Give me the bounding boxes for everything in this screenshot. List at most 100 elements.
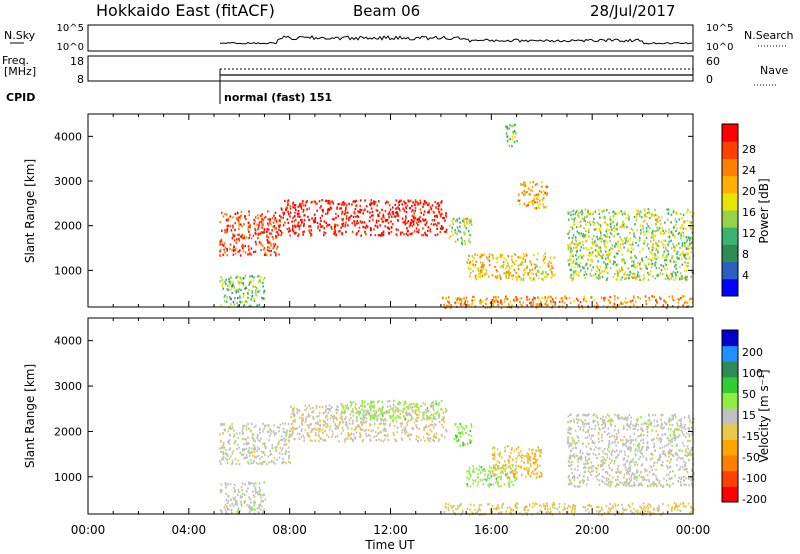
power-cell — [438, 210, 440, 213]
vel-cell — [687, 439, 689, 443]
vel-cell — [627, 470, 630, 474]
power-cell — [260, 214, 263, 217]
power-cell — [637, 296, 639, 299]
power-cell — [645, 255, 648, 259]
power-cell — [586, 267, 589, 270]
vel-cell — [478, 513, 481, 516]
power-cell — [570, 258, 573, 261]
power-cell — [613, 255, 616, 258]
vel-cell — [669, 450, 671, 453]
power-cell — [342, 222, 345, 225]
power-cell — [434, 222, 437, 225]
vel-cell — [627, 447, 629, 450]
vel-cell — [590, 461, 593, 464]
vel-cell — [626, 472, 628, 475]
vel-cell — [445, 407, 447, 411]
power-cell — [612, 220, 615, 224]
power-cell — [464, 231, 466, 234]
vel-cell — [630, 441, 632, 444]
power-cell — [437, 208, 440, 211]
power-cell — [345, 203, 348, 207]
power-cell — [451, 226, 453, 229]
vel-cell — [607, 427, 610, 430]
vel-cell — [479, 471, 482, 474]
power-cell — [552, 305, 554, 308]
vel-cell — [606, 448, 609, 451]
vel-cell — [368, 414, 371, 417]
power-ylabel: Slant Range [km] — [23, 159, 37, 263]
power-cell — [292, 217, 294, 220]
power-cell — [546, 192, 548, 195]
power-cell — [300, 207, 303, 210]
power-cell — [682, 235, 685, 238]
vel-cell — [658, 437, 661, 440]
power-cell — [295, 208, 297, 211]
power-cell — [529, 270, 532, 273]
vel-cell — [672, 454, 675, 458]
power-cell — [668, 240, 671, 243]
power-cell — [395, 228, 398, 231]
power-cell — [543, 297, 546, 300]
vel-cell — [399, 402, 402, 405]
power-cell — [655, 266, 658, 270]
vel-cell — [603, 462, 606, 465]
vel-cell — [432, 435, 435, 438]
power-cell — [636, 209, 638, 212]
vel-cell — [263, 427, 265, 430]
power-cell — [225, 278, 228, 281]
power-cell — [221, 284, 224, 288]
power-cell — [680, 234, 683, 237]
vel-cell — [418, 436, 420, 439]
power-cell — [578, 242, 580, 245]
power-cell — [569, 254, 572, 257]
power-cell — [419, 220, 422, 223]
vel-cell — [575, 447, 578, 450]
vel-cell — [609, 435, 611, 439]
vel-cell — [669, 470, 671, 474]
power-cell — [618, 249, 620, 252]
power-cell — [644, 219, 646, 222]
power-cell — [270, 242, 272, 245]
vel-cell — [332, 417, 335, 421]
power-cell — [565, 297, 568, 300]
vel-cell — [535, 476, 538, 479]
power-cell — [675, 244, 678, 247]
vel-cell — [648, 471, 651, 474]
vel-cell — [674, 438, 676, 442]
power-cell — [226, 230, 228, 233]
power-cell — [686, 269, 688, 272]
power-cell — [317, 225, 319, 228]
vel-cell — [653, 425, 656, 428]
vel-cell — [605, 459, 607, 462]
beam-label: Beam 06 — [353, 2, 420, 20]
power-cell — [684, 253, 687, 256]
power-cell — [616, 263, 619, 266]
vel-cell — [348, 422, 351, 425]
vel-cell — [322, 439, 324, 442]
vel-cell — [422, 436, 425, 439]
power-cell — [240, 235, 243, 238]
vel-cell — [440, 408, 442, 411]
power-cell — [267, 241, 269, 244]
power-cell — [600, 226, 602, 229]
vel-cell — [670, 476, 673, 480]
power-cell — [289, 205, 292, 208]
vel-cell — [243, 457, 245, 460]
power-cell — [527, 272, 530, 275]
power-cell — [625, 301, 627, 304]
vel-cell — [283, 443, 286, 446]
power-cell — [595, 270, 597, 273]
vel-cell — [616, 475, 619, 479]
vel-cell — [540, 474, 543, 477]
vel-cell — [496, 479, 498, 482]
power-cell — [644, 214, 646, 218]
power-cell — [479, 261, 482, 264]
power-cell — [242, 281, 244, 285]
power-cell — [620, 266, 623, 269]
power-cell — [226, 228, 229, 231]
power-cell — [479, 272, 481, 275]
power-cell — [427, 203, 430, 207]
power-cell — [282, 224, 285, 227]
power-cell — [499, 265, 502, 269]
power-cell — [232, 247, 235, 250]
